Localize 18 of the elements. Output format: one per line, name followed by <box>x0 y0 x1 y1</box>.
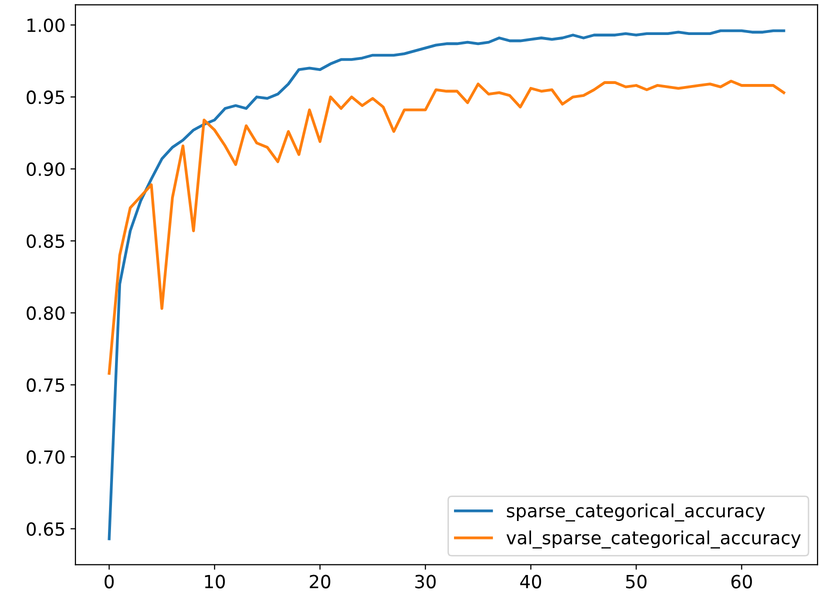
legend-label: val_sparse_categorical_accuracy <box>506 530 801 548</box>
y-tick-label: 0.70 <box>26 450 65 464</box>
x-tick-label: 60 <box>731 574 752 588</box>
legend-label: sparse_categorical_accuracy <box>506 504 765 522</box>
y-tick-label: 0.95 <box>26 90 64 104</box>
x-tick-label: 40 <box>520 574 542 588</box>
line-series <box>108 80 786 375</box>
y-tick-label: 0.85 <box>26 234 64 248</box>
y-tick-label: 0.75 <box>26 378 64 392</box>
y-tick-label: 0.65 <box>26 522 64 536</box>
x-tick-label: 30 <box>415 574 436 588</box>
x-tick-label: 10 <box>205 574 225 588</box>
y-tick-label: 0.80 <box>26 306 65 320</box>
x-tick-label: 0 <box>104 574 114 588</box>
y-tick-label: 0.90 <box>26 162 65 176</box>
y-tick-label: 1.00 <box>28 18 65 32</box>
x-tick-label: 50 <box>626 574 647 588</box>
x-tick-label: 20 <box>310 574 330 588</box>
